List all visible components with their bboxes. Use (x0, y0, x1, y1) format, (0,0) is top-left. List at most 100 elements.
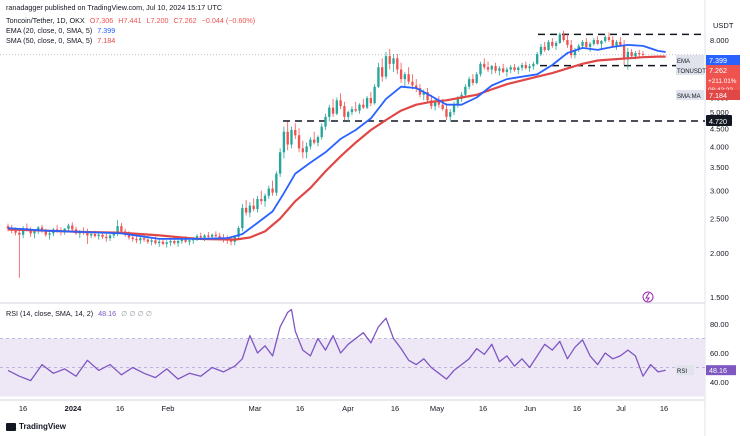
candle-body (585, 41, 588, 47)
candle-body (44, 231, 47, 235)
time-tick-label: 16 (573, 404, 581, 413)
rsi-extra-dots: ∅ ∅ ∅ ∅ (121, 309, 153, 318)
candle-body (543, 46, 546, 50)
candle-body (596, 40, 599, 44)
candle-body (501, 68, 505, 72)
rsi-tick-label: 80.00 (710, 320, 729, 329)
candle-body (339, 100, 342, 107)
candle-body (483, 63, 486, 68)
candle-body (301, 148, 304, 153)
lightning-icon (642, 291, 654, 303)
candle-body (256, 198, 259, 210)
price-tag-ema: EMA 7.399 (676, 55, 740, 65)
candle-body (486, 67, 490, 70)
time-tick-label: May (430, 404, 444, 413)
price-tick-label: 5.000 (710, 108, 729, 117)
candle-body (634, 53, 637, 57)
price-tag-name-bg (676, 65, 704, 75)
symbol-legend[interactable]: Toncoin/Tether, 1D, OKX O7.306 H7.441 L7… (6, 16, 258, 25)
candle-body (309, 139, 312, 147)
sma-legend[interactable]: SMA (50, close, 0, SMA, 5) 7.184 (6, 36, 118, 45)
candle-body (528, 66, 531, 69)
rsi-label: RSI (14, close, SMA, 14, 2) (6, 309, 94, 318)
candle-body (562, 34, 565, 40)
time-tick-label: 16 (391, 404, 399, 413)
candle-body (282, 131, 286, 153)
candle-body (354, 109, 357, 111)
candle-body (513, 67, 516, 71)
candle-body (244, 207, 248, 213)
candle-body (517, 67, 520, 71)
candle-body (426, 92, 429, 101)
rsi-legend[interactable]: RSI (14, close, SMA, 14, 2) 48.16 ∅ ∅ ∅ … (6, 309, 155, 318)
price-tag-name-bg (676, 90, 704, 100)
candle-body (573, 49, 577, 56)
price-tick-label: 8.000 (710, 36, 729, 45)
price-tick-label: 3.000 (710, 187, 729, 196)
tradingview-logo-icon (6, 422, 16, 431)
candle-body (297, 135, 301, 149)
candle-body (449, 112, 452, 117)
candle-body (86, 232, 89, 236)
candle-body (324, 116, 327, 127)
candle-body (384, 56, 388, 77)
candle-body (331, 107, 335, 114)
candle-body (441, 104, 444, 110)
candle-body (188, 240, 191, 242)
price-tick-label: 4.500 (710, 124, 729, 133)
candle-body (169, 241, 172, 243)
price-tag-value: 7.399 (709, 56, 727, 65)
price-tag-value: 7.262 (709, 66, 727, 75)
price-tag-name: SMA:MA (677, 94, 701, 100)
candle-body (112, 233, 116, 236)
candle-body (626, 51, 630, 60)
candle-body (418, 88, 422, 95)
candle-body (146, 239, 150, 242)
tradingview-brand[interactable]: TradingView (6, 422, 66, 431)
candle-body (600, 40, 603, 44)
candle-body (316, 137, 320, 143)
candle-body (29, 230, 32, 234)
candle-body (411, 81, 414, 86)
lightning-icon-ring (642, 291, 654, 303)
ema20-line (7, 44, 666, 240)
time-tick-label: 16 (116, 404, 124, 413)
candle-body (127, 234, 131, 238)
rsi-band (0, 338, 705, 397)
price-tick-label: 1.500 (710, 293, 729, 302)
candle-body (218, 236, 221, 238)
candle-body (195, 236, 199, 239)
time-tick-label: Apr (342, 404, 354, 413)
time-tick-label: 16 (19, 404, 27, 413)
candle-body (305, 146, 308, 153)
candle-body (520, 64, 524, 68)
candle-body (524, 64, 527, 69)
candle-body (566, 40, 569, 45)
candle-body (21, 228, 25, 235)
rsi-tag-name: RSI (677, 369, 687, 375)
rsi-tick-label: 40.00 (710, 378, 729, 387)
ema-legend[interactable]: EMA (20, close, 0, SMA, 5) 7.399 (6, 26, 118, 35)
candle-body (343, 106, 346, 117)
price-tag-value-bg (706, 90, 740, 100)
candle-body (433, 101, 437, 107)
candle-body (532, 63, 535, 67)
candle-body (641, 53, 645, 55)
candle-body (48, 233, 51, 235)
candle-body (422, 92, 425, 95)
candle-body (479, 63, 482, 75)
candles (6, 30, 645, 278)
price-tag-value: 7.184 (709, 91, 727, 100)
candle-body (335, 100, 339, 114)
sma-label: SMA (50, close, 0, SMA, 5) (6, 36, 93, 45)
candle-body (267, 188, 270, 196)
rsi-tag-bg (706, 365, 736, 376)
candle-body (210, 234, 214, 237)
candle-body (184, 239, 187, 242)
candle-body (558, 34, 562, 43)
candle-body (399, 69, 403, 80)
candle-body (6, 226, 10, 229)
candle-body (116, 226, 119, 234)
candle-body (456, 98, 459, 105)
